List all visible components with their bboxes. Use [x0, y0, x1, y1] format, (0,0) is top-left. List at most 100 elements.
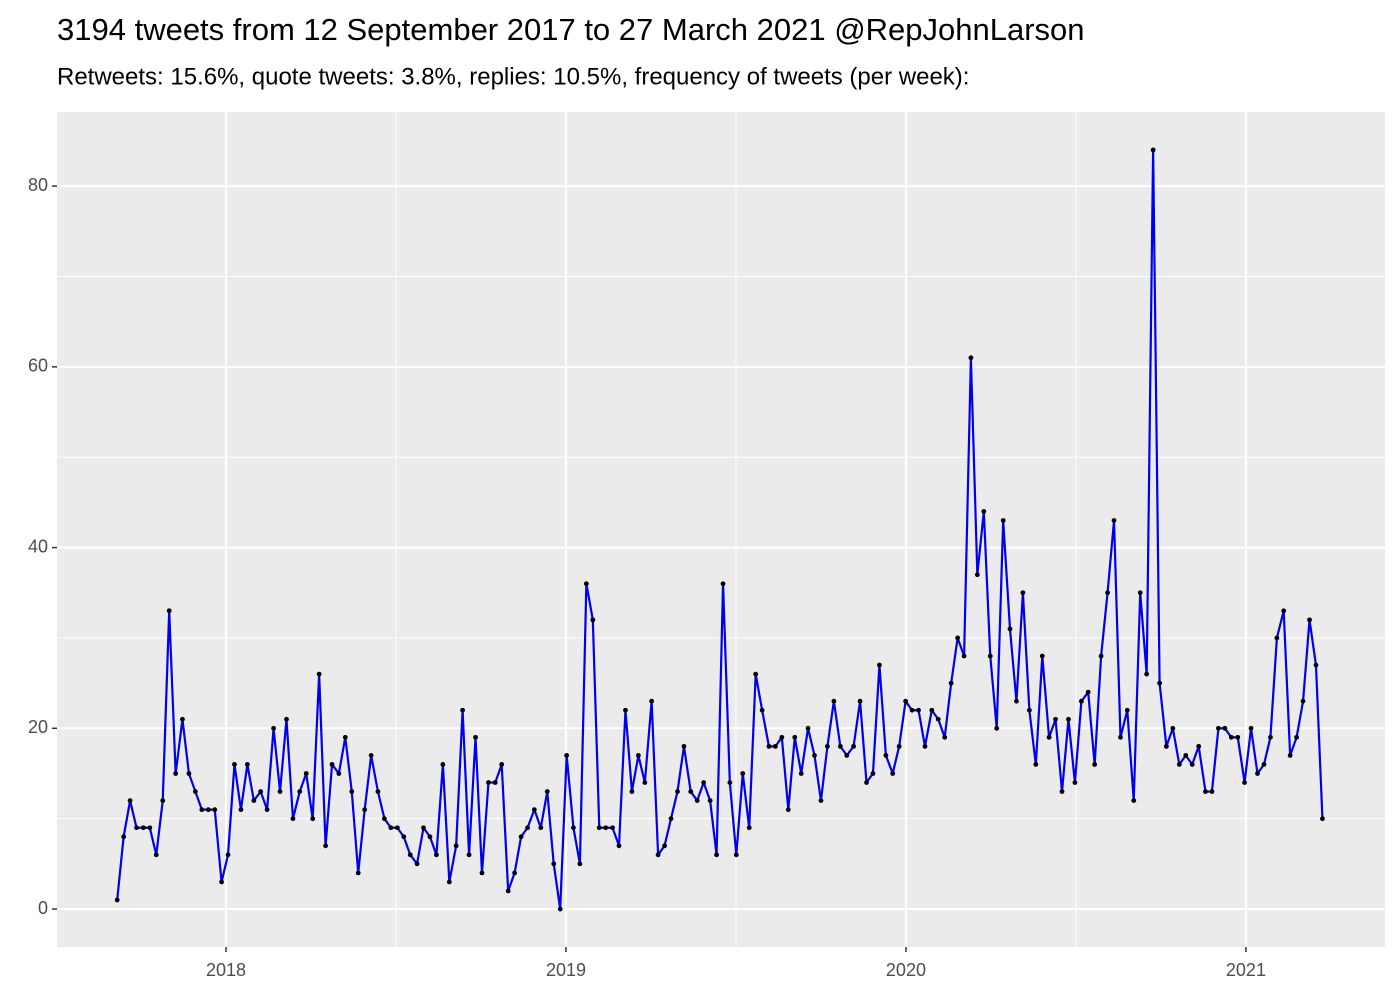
data-point — [1066, 716, 1071, 722]
data-point — [434, 852, 439, 858]
data-point — [134, 825, 139, 831]
data-point — [1014, 698, 1019, 704]
data-point — [1092, 762, 1098, 767]
data-point — [844, 753, 850, 758]
data-point — [446, 879, 452, 885]
data-point — [1163, 743, 1169, 749]
data-point — [837, 743, 843, 749]
data-point — [1228, 734, 1234, 740]
data-point — [1294, 734, 1300, 740]
data-point — [544, 789, 550, 794]
data-point — [153, 852, 159, 858]
data-point — [629, 789, 635, 794]
data-point — [453, 843, 459, 849]
plot-panel — [57, 112, 1385, 947]
data-point — [571, 825, 576, 831]
data-point — [1137, 590, 1143, 596]
data-point — [1131, 798, 1137, 804]
data-point — [1150, 147, 1156, 153]
data-point — [512, 870, 518, 876]
data-point — [851, 743, 856, 749]
data-point — [1320, 816, 1325, 822]
data-point — [635, 753, 641, 758]
data-point — [903, 698, 909, 704]
data-point — [714, 852, 719, 858]
data-point — [1072, 780, 1078, 785]
x-tick-label: 2020 — [886, 960, 926, 980]
data-point — [382, 816, 387, 822]
data-point — [1111, 518, 1117, 523]
data-point — [564, 753, 570, 758]
data-point — [349, 789, 355, 794]
data-point — [577, 861, 583, 867]
data-point — [297, 789, 303, 794]
data-point — [727, 780, 733, 785]
data-point — [1176, 762, 1182, 767]
data-point — [518, 834, 524, 840]
data-point — [675, 789, 680, 794]
data-point — [590, 617, 596, 623]
chart-subtitle: Retweets: 15.6%, quote tweets: 3.8%, rep… — [57, 63, 969, 90]
x-tick-label: 2019 — [546, 960, 586, 980]
data-point — [264, 807, 270, 813]
data-point — [961, 653, 967, 659]
data-point — [421, 825, 426, 831]
data-point — [805, 725, 811, 731]
data-point — [466, 852, 472, 858]
data-point — [316, 671, 322, 677]
data-point — [922, 743, 928, 749]
data-point — [531, 807, 537, 813]
data-point — [935, 716, 941, 722]
data-point — [219, 879, 224, 885]
data-point — [244, 762, 250, 767]
data-point — [896, 743, 902, 749]
data-point — [160, 798, 166, 804]
data-point — [870, 771, 876, 776]
data-point — [362, 807, 368, 813]
data-point — [668, 816, 674, 822]
data-point — [981, 509, 987, 514]
data-point — [733, 852, 739, 858]
data-point — [525, 825, 530, 831]
data-point — [955, 635, 961, 641]
data-point — [166, 608, 172, 614]
data-point — [1235, 734, 1241, 740]
data-point — [1033, 762, 1039, 767]
data-point — [473, 734, 478, 740]
data-point — [720, 581, 726, 587]
data-point — [499, 762, 505, 767]
data-point — [883, 753, 889, 758]
data-point — [753, 671, 759, 677]
data-point — [1157, 680, 1162, 686]
data-point — [785, 807, 791, 813]
data-point — [1118, 734, 1123, 740]
data-point — [1209, 789, 1215, 794]
data-point — [323, 843, 328, 849]
x-tick-label: 2018 — [206, 960, 246, 980]
data-point — [825, 743, 830, 749]
data-point — [987, 653, 993, 659]
data-point — [603, 825, 609, 831]
data-point — [1046, 734, 1052, 740]
data-point — [355, 870, 361, 876]
data-point — [192, 789, 198, 794]
data-point — [974, 572, 980, 578]
data-point — [1307, 617, 1312, 623]
data-point — [368, 753, 374, 758]
data-point — [1203, 789, 1208, 794]
data-point — [180, 716, 185, 722]
data-point — [505, 888, 511, 894]
data-point — [792, 734, 798, 740]
data-point — [258, 789, 264, 794]
y-tick-label: 20 — [28, 717, 48, 737]
data-point — [1000, 518, 1006, 523]
data-point — [746, 825, 752, 831]
data-point — [942, 734, 948, 740]
data-point — [968, 355, 974, 361]
data-point — [121, 834, 127, 840]
x-tick-label: 2021 — [1226, 960, 1266, 980]
data-point — [557, 906, 563, 912]
data-point — [427, 834, 433, 840]
